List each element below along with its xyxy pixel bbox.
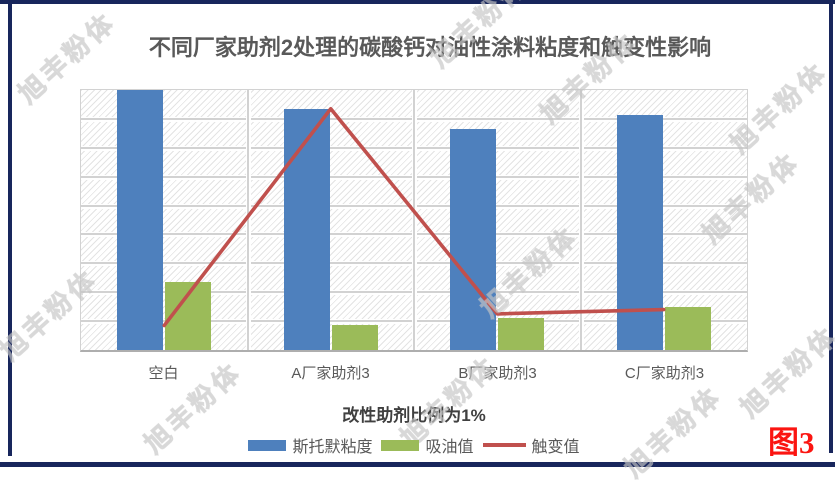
oil-absorption-bar (664, 306, 711, 350)
x-axis-tick-labels: 空白 A厂家助剂3 B厂家助剂3 C厂家助剂3 (80, 362, 748, 383)
oil-absorption-bar (331, 325, 378, 350)
x-axis-title: 改性助剂比例为1% (342, 406, 486, 425)
plot-area (80, 89, 748, 352)
legend-label: 吸油值 (425, 439, 474, 456)
legend-swatch-stormer-viscosity-bar (248, 439, 287, 451)
legend-item: 斯托默粘度 (248, 433, 372, 457)
chart-title: 不同厂家助剂2处理的碳酸钙对油性涂料粘度和触变性影响 (148, 35, 712, 60)
watermark-text: 旭丰粉体 (618, 380, 728, 484)
thixotropy-line (162, 106, 666, 328)
legend-label: 斯托默粘度 (292, 439, 373, 456)
legend-label: 触变值 (531, 439, 580, 456)
x-tick-label: 空白 (148, 365, 179, 382)
vertical-gridline (578, 90, 584, 350)
stormer-viscosity-bar (283, 108, 330, 350)
stormer-viscosity-bar (450, 129, 497, 350)
figure-caption: 图3 (768, 425, 815, 460)
x-tick-label: A厂家助剂3 (291, 365, 370, 382)
legend-item: 触变值 (482, 433, 580, 457)
legend-swatch-thixotropy-line (482, 443, 526, 447)
document-border-top (0, 0, 835, 4)
vertical-gridline (245, 90, 251, 350)
vertical-gridline (412, 90, 417, 350)
oil-absorption-bar (498, 318, 545, 350)
x-tick-label: C厂家助剂3 (624, 365, 705, 382)
x-tick-label: B厂家助剂3 (458, 365, 537, 382)
chart-legend: 斯托默粘度 吸油值 触变值 (80, 433, 748, 457)
document-border-right (829, 0, 833, 453)
legend-swatch-oil-absorption-bar (381, 439, 420, 451)
legend-item: 吸油值 (381, 433, 474, 457)
document-border-left (8, 0, 12, 456)
document-border-bottom (0, 462, 835, 467)
stormer-viscosity-bar (117, 90, 164, 350)
